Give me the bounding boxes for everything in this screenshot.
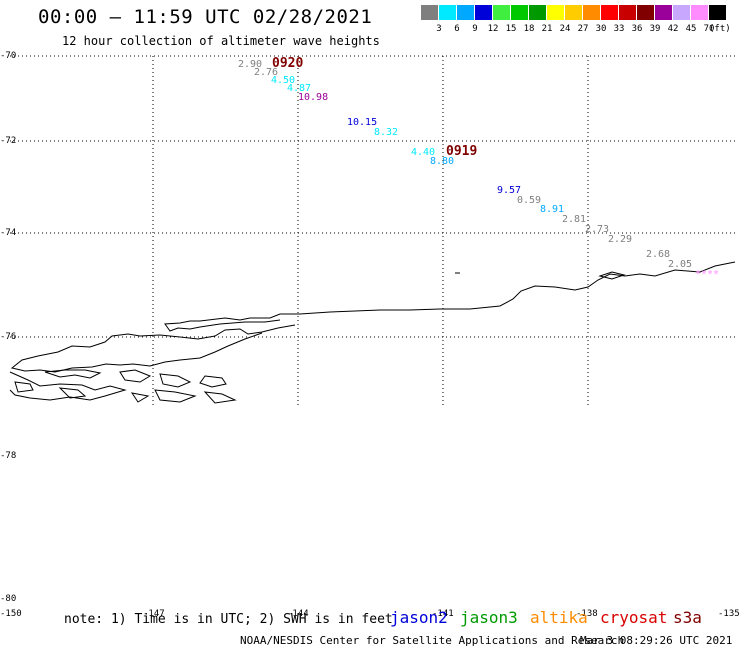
wave-height-value: 2.73 — [585, 224, 610, 235]
legend-label: 42 — [667, 24, 679, 34]
pass-time-tag: 0919 — [446, 144, 478, 159]
wave-height-value: 2.68 — [646, 249, 671, 260]
legend-label: 27 — [577, 24, 589, 34]
wave-height-value: 4.87 — [287, 83, 312, 94]
lon-label: -150 — [0, 609, 22, 619]
legend-label: 15 — [505, 24, 517, 34]
satellite-cryosat: cryosat — [600, 608, 668, 627]
wave-height-value: 2.81 — [562, 214, 587, 225]
legend-swatch — [475, 5, 492, 20]
legend-swatch — [457, 5, 474, 20]
legend-swatch — [655, 5, 672, 20]
legend-unit: (ft) — [709, 24, 731, 34]
legend-swatch — [493, 5, 510, 20]
wave-height-value: 2.29 — [608, 234, 633, 245]
graticule — [10, 55, 735, 405]
credit-timestamp: Mar 3 08:29:26 UTC 2021 — [580, 634, 733, 647]
credit-line: NOAA/NESDIS Center for Satellite Applica… — [240, 634, 625, 647]
lat-label: -72 — [0, 136, 17, 146]
lat-label: -78 — [0, 451, 17, 461]
lon-label: -144 — [287, 609, 309, 619]
lat-label: -80 — [0, 594, 17, 604]
legend-swatch — [421, 5, 438, 20]
map-subtitle: 12 hour collection of altimeter wave hei… — [62, 34, 380, 48]
wave-height-value: 8.91 — [540, 204, 565, 215]
legend-label: 30 — [595, 24, 607, 34]
legend-label: 36 — [631, 24, 643, 34]
satellite-jason2: jason2 — [390, 608, 448, 627]
legend-swatch — [439, 5, 456, 20]
lat-label: -76 — [0, 332, 17, 342]
legend-label: 9 — [472, 24, 478, 34]
lon-label: -141 — [432, 609, 454, 619]
legend-swatch — [601, 5, 618, 20]
legend-label: 18 — [523, 24, 535, 34]
legend-swatch — [565, 5, 582, 20]
coastline — [9, 261, 736, 404]
legend-label: 39 — [649, 24, 661, 34]
wave-height-value: 2.90 — [238, 59, 263, 70]
wave-height-value: 9.57 — [497, 185, 522, 196]
legend-swatch — [547, 5, 564, 20]
wave-height-value: 4.50 — [271, 75, 296, 86]
legend-label: 21 — [541, 24, 553, 34]
legend-label: 12 — [487, 24, 499, 34]
legend-label: 24 — [559, 24, 571, 34]
legend-label: 6 — [454, 24, 460, 34]
legend-label: 33 — [613, 24, 625, 34]
legend-swatch — [673, 5, 690, 20]
wave-height-value: 4.40 — [411, 147, 436, 158]
wave-height-value: 2.05 — [668, 259, 693, 270]
lon-label: -147 — [143, 609, 165, 619]
lon-label: -138 — [576, 609, 598, 619]
legend-swatch — [619, 5, 636, 20]
footer-note: note: 1) Time is in UTC; 2) SWH is in fe… — [64, 612, 393, 627]
wave-height-value: 8.32 — [374, 127, 399, 138]
pass-time-tag: 0920 — [272, 56, 304, 71]
lon-label: -135 — [718, 609, 740, 619]
lat-label: -74 — [0, 228, 17, 238]
wave-height-value: **** — [695, 269, 720, 280]
wave-height-value: 10.98 — [298, 92, 329, 103]
satellite-altika: altika — [530, 608, 588, 627]
map-title: 00:00 – 11:59 UTC 02/28/2021 — [38, 6, 373, 28]
legend-swatch — [583, 5, 600, 20]
legend-swatch — [709, 5, 726, 20]
lat-label: -70 — [0, 51, 17, 61]
legend-label: 45 — [685, 24, 697, 34]
wave-height-value: 0.59 — [517, 195, 542, 206]
legend-label: 3 — [436, 24, 442, 34]
legend-label: 70 — [703, 24, 715, 34]
wave-height-value: 10.15 — [347, 117, 378, 128]
legend-swatch — [529, 5, 546, 20]
legend-swatch — [691, 5, 708, 20]
satellite-jason3: jason3 — [460, 608, 518, 627]
wave-height-value: 2.76 — [254, 67, 279, 78]
wave-height-value: 8.80 — [430, 156, 455, 167]
satellite-s3a: s3a — [673, 608, 702, 627]
legend-swatch — [637, 5, 654, 20]
legend-swatch — [511, 5, 528, 20]
